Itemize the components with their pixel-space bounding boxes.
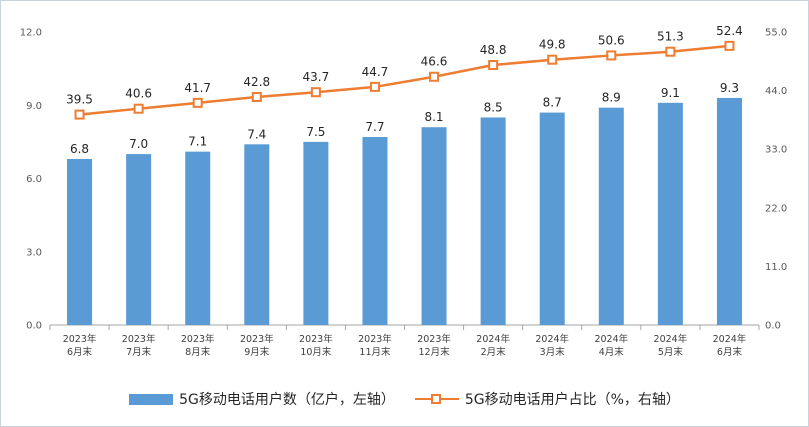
legend-bar-swatch	[129, 393, 174, 405]
bar-value-label: 8.1	[424, 110, 443, 124]
line-point	[547, 54, 558, 65]
line-value-label: 52.4	[716, 24, 743, 38]
bar-value-label: 7.1	[188, 135, 207, 149]
bar-value-label: 7.7	[365, 120, 384, 134]
line-point	[665, 46, 676, 57]
y-left-tick-label: 6.0	[26, 174, 42, 185]
legend-line-label: 5G移动电话用户占比（%，右轴）	[464, 392, 680, 408]
legend-item-line: 5G移动电话用户占比（%，右轴）	[414, 389, 680, 409]
bar	[657, 102, 683, 325]
x-tick-label: 2023年 6月末	[63, 333, 97, 358]
x-tick-label: 2023年 8月末	[181, 333, 215, 358]
line-point	[310, 87, 321, 98]
bar	[362, 136, 388, 325]
x-tick-label: 2023年 12月末	[417, 333, 451, 358]
y-right-tick-label: 55.0	[765, 28, 787, 39]
bar-value-label: 7.4	[247, 127, 266, 141]
line-point	[74, 109, 85, 120]
bar-value-label: 8.9	[602, 91, 621, 105]
legend-line-swatch	[414, 393, 459, 405]
line-value-label: 46.6	[421, 55, 448, 69]
axes: 0.0 3.0 6.0 9.0 12.0 0.0 11.0 22.0 33.0 44.0 55.0 2…	[20, 28, 788, 359]
x-tick-label: 2024年 5月末	[654, 333, 688, 358]
y-left-tick-label: 0.0	[26, 321, 42, 332]
bar-value-label: 9.3	[720, 81, 739, 95]
x-tick-label: 2024年 3月末	[535, 333, 569, 358]
line-point	[192, 97, 203, 108]
bar	[126, 154, 152, 325]
bar	[716, 97, 742, 325]
legend-bar-label: 5G移动电话用户数（亿户，左轴）	[179, 392, 395, 408]
line-point	[488, 60, 499, 71]
line-point	[606, 50, 617, 61]
line-point	[251, 91, 262, 102]
y-right-tick-label: 0.0	[765, 321, 781, 332]
line-value-label: 50.6	[598, 33, 625, 47]
y-left-tick-label: 9.0	[26, 101, 42, 112]
bar	[67, 158, 93, 325]
line-value-label: 39.5	[66, 93, 93, 107]
bar-value-label: 7.5	[306, 125, 325, 139]
legend-item-bar: 5G移动电话用户数（亿户，左轴）	[129, 389, 395, 409]
bar	[480, 117, 506, 325]
y-right-tick-label: 33.0	[765, 145, 787, 156]
line-value-label: 51.3	[657, 30, 684, 44]
bar	[598, 107, 624, 325]
y-right-tick-label: 22.0	[765, 203, 787, 214]
line-value-label: 40.6	[125, 87, 152, 101]
line-point	[429, 71, 440, 82]
bar	[244, 144, 270, 325]
bar	[303, 141, 329, 325]
x-tick-label: 2023年 10月末	[299, 333, 333, 358]
line-value-label: 48.8	[480, 43, 507, 57]
y-left-tick-label: 12.0	[20, 28, 42, 39]
y-left-tick-label: 3.0	[26, 247, 42, 258]
y-right-tick-label: 11.0	[765, 262, 787, 273]
line-point	[724, 40, 735, 51]
data-labels: 6.8 7.0 7.1 7.4 7.5 7.7 8.1 8.5 8.7 8.9 9.1 9.3 39.5…	[66, 24, 743, 156]
bar-value-label: 6.8	[70, 142, 89, 156]
x-tick-label: 2024年 2月末	[476, 333, 510, 358]
bar	[421, 127, 447, 325]
bar-value-label: 8.5	[484, 100, 503, 114]
x-tick-label: 2023年 9月末	[240, 333, 274, 358]
line-value-label: 43.7	[303, 70, 330, 84]
bar-value-label: 9.1	[661, 86, 680, 100]
bar	[185, 151, 211, 325]
bar-series	[67, 97, 742, 325]
x-tick-label: 2024年 6月末	[713, 333, 747, 358]
bar	[539, 112, 565, 325]
y-right-tick-label: 44.0	[765, 86, 787, 97]
line-value-label: 41.7	[184, 81, 211, 95]
line-series	[74, 40, 735, 120]
bar-value-label: 8.7	[543, 96, 562, 110]
line-value-label: 49.8	[539, 38, 566, 52]
line-value-label: 42.8	[243, 75, 270, 89]
legend: 5G移动电话用户数（亿户，左轴） 5G移动电话用户占比（%，右轴）	[1, 389, 808, 409]
x-tick-label: 2024年 4月末	[594, 333, 628, 358]
share-line	[79, 44, 730, 116]
x-tick-label: 2023年 11月末	[358, 333, 392, 358]
x-tick-label: 2023年 7月末	[122, 333, 156, 358]
line-value-label: 44.7	[362, 65, 389, 79]
bar-value-label: 7.0	[129, 137, 148, 151]
line-point	[133, 103, 144, 114]
line-point	[369, 81, 380, 92]
